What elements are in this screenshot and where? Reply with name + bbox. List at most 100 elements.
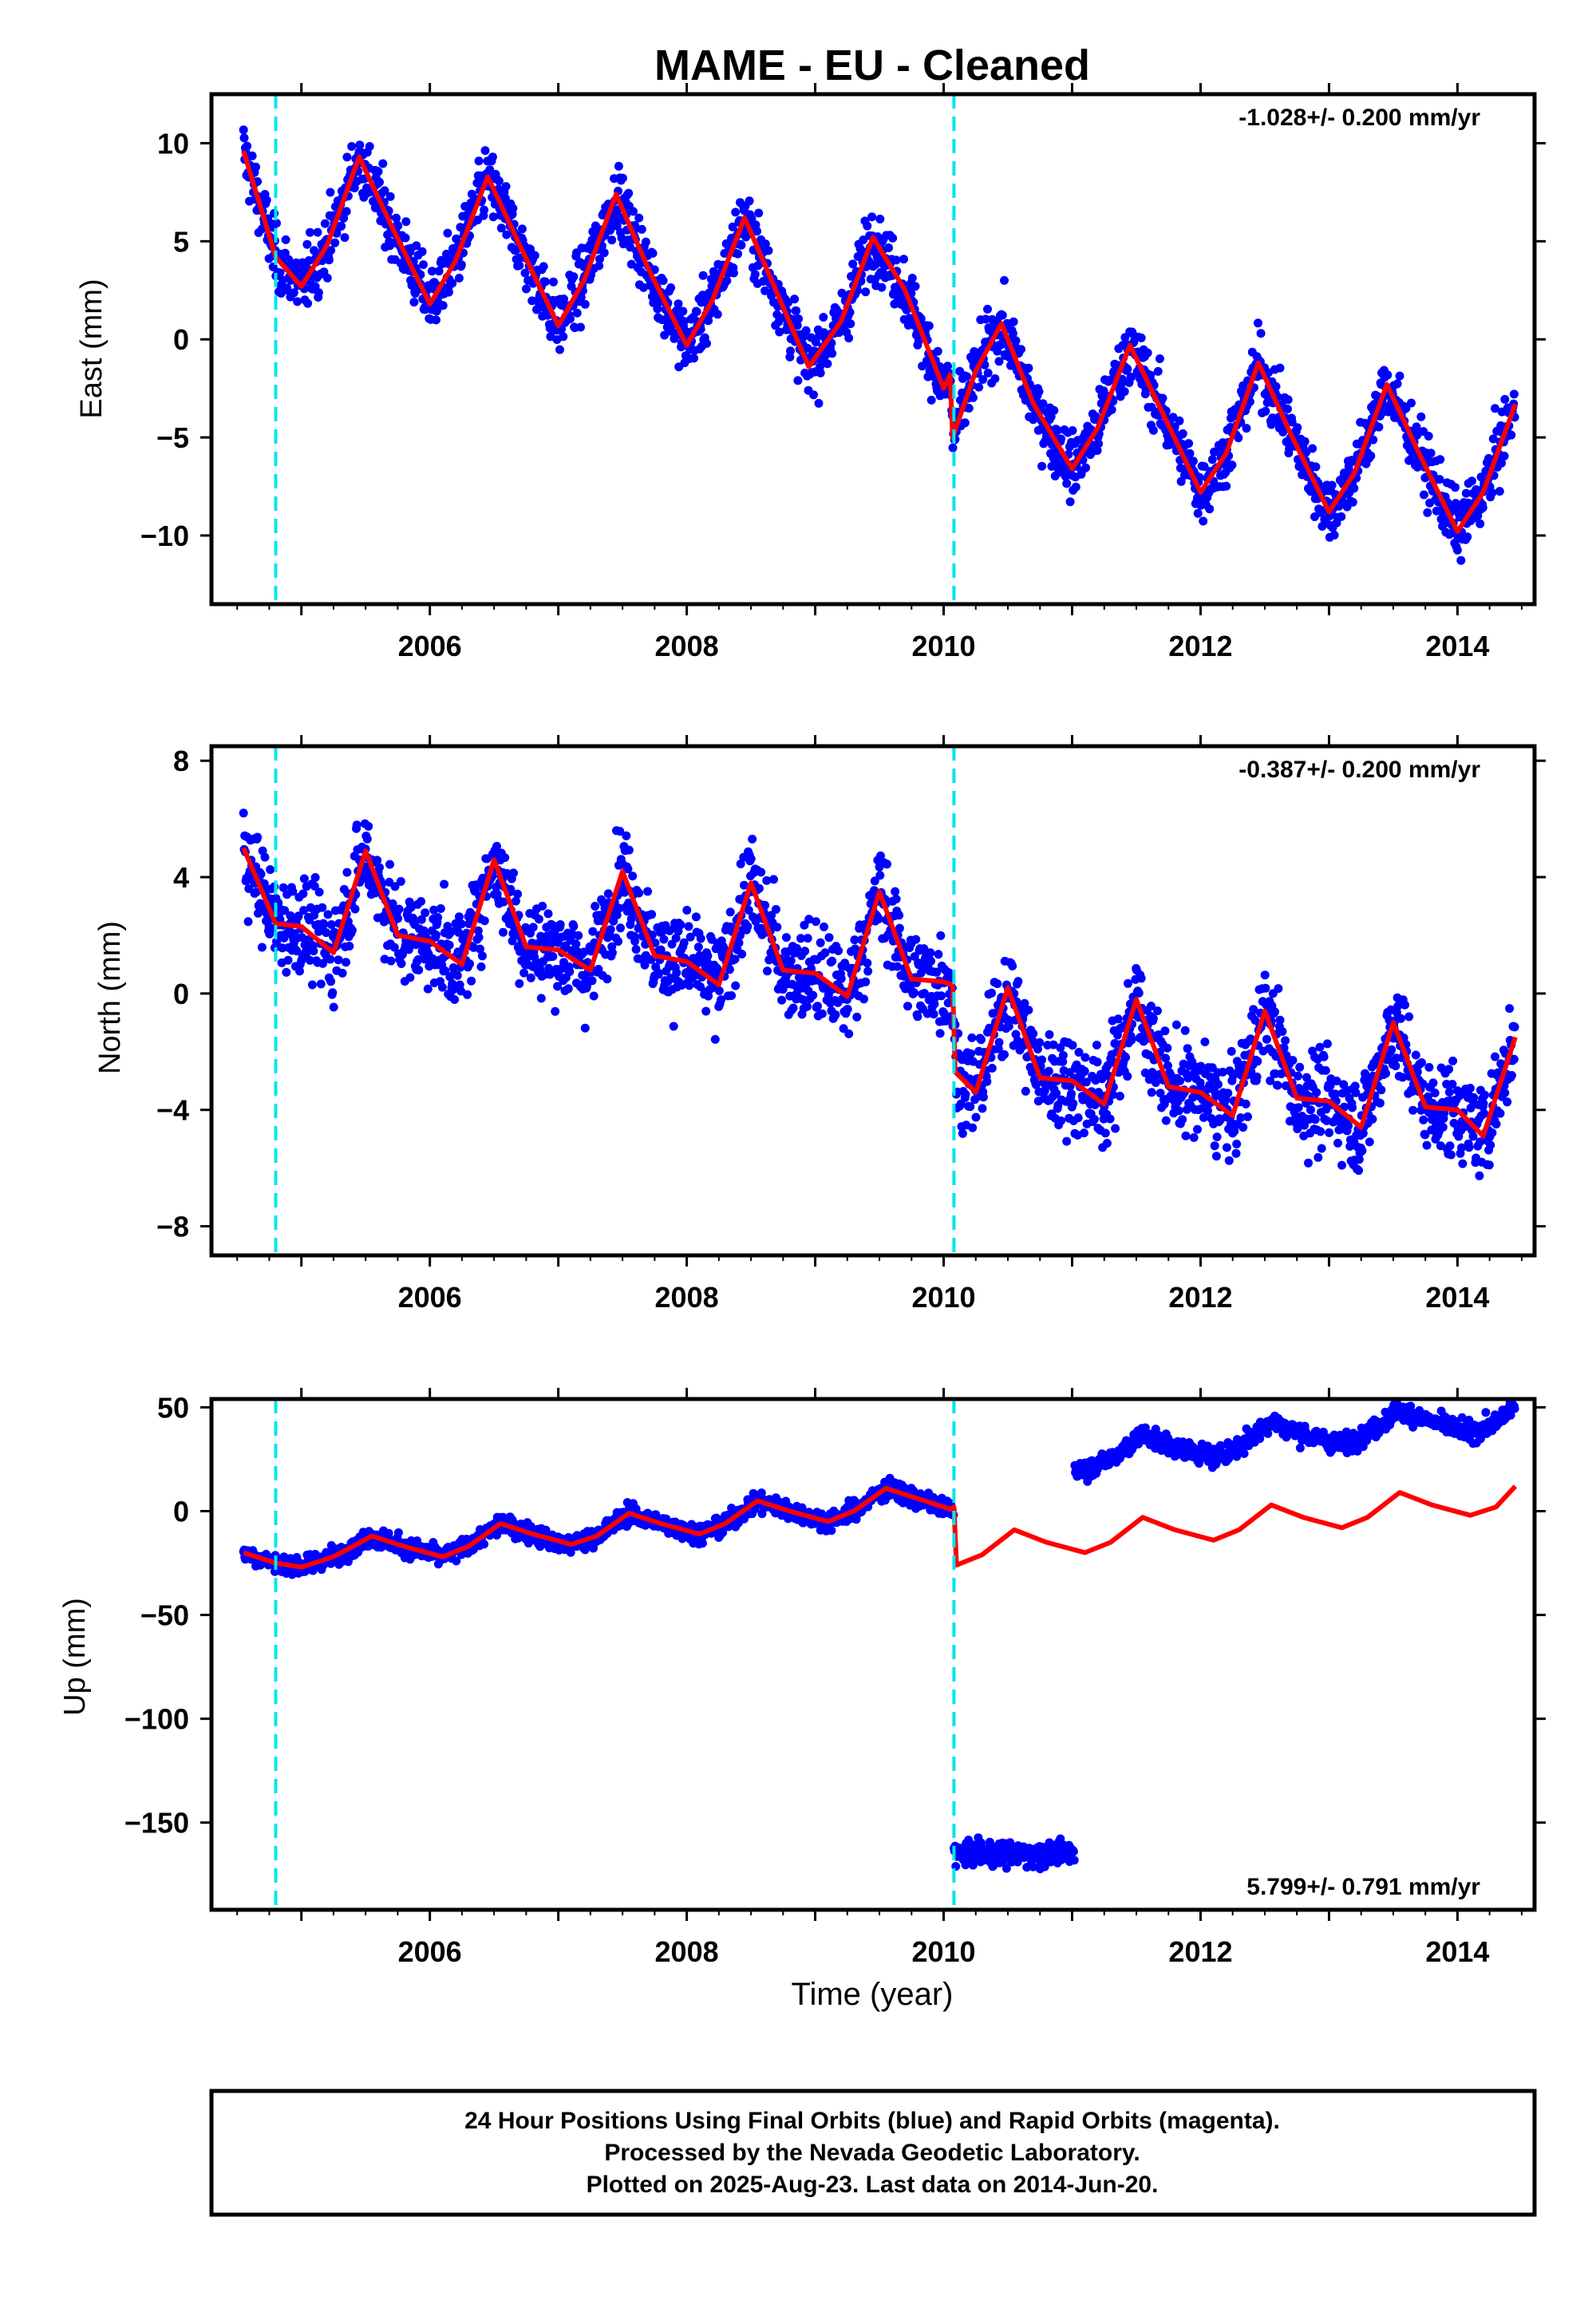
- data-point: [1121, 1053, 1131, 1062]
- data-point: [994, 357, 1004, 366]
- data-point: [823, 359, 832, 369]
- data-point: [809, 390, 818, 400]
- data-point: [580, 299, 590, 309]
- data-point: [454, 274, 464, 283]
- data-point: [998, 310, 1007, 320]
- data-point: [1232, 1140, 1242, 1148]
- data-point: [1062, 479, 1072, 488]
- panel-north-model-line: [241, 847, 1518, 1139]
- data-point: [1184, 439, 1194, 449]
- data-point: [926, 956, 935, 966]
- data-point: [628, 871, 638, 881]
- data-point: [1304, 1158, 1313, 1168]
- data-point: [669, 1022, 678, 1031]
- data-point: [1509, 389, 1519, 399]
- data-point: [452, 1556, 461, 1566]
- data-point: [1000, 275, 1009, 285]
- data-point: [1000, 1049, 1009, 1059]
- data-point: [775, 327, 784, 337]
- data-point: [1446, 1150, 1456, 1160]
- data-point: [698, 271, 708, 280]
- data-point: [1400, 1000, 1409, 1010]
- data-point: [1369, 435, 1378, 445]
- data-point: [1158, 393, 1167, 403]
- data-point: [508, 204, 518, 213]
- panel-north: -0.387+/- 0.200 mm/yr North (mm) 2006 200…: [93, 735, 1546, 1314]
- data-point: [1256, 329, 1266, 338]
- data-point: [1212, 1132, 1222, 1142]
- panel-north-frame: [209, 744, 1537, 1258]
- data-point: [1395, 371, 1404, 381]
- data-point: [243, 141, 252, 151]
- data-point: [634, 213, 644, 223]
- data-point: [576, 322, 585, 332]
- data-point: [811, 917, 820, 927]
- data-point: [891, 887, 900, 896]
- data-point: [432, 315, 440, 325]
- data-point: [1419, 1115, 1428, 1124]
- data-point: [501, 182, 511, 192]
- data-point: [477, 951, 487, 961]
- data-point: [943, 998, 953, 1008]
- data-point: [388, 899, 397, 908]
- data-point: [330, 238, 340, 247]
- data-point: [1011, 336, 1021, 346]
- data-point: [757, 868, 766, 877]
- data-point: [911, 935, 921, 944]
- data-point: [1037, 1055, 1047, 1065]
- data-point: [736, 860, 745, 868]
- data-point: [884, 243, 894, 252]
- data-point: [1278, 1027, 1287, 1036]
- data-point: [1073, 1113, 1083, 1123]
- data-point: [967, 1033, 977, 1042]
- data-point: [414, 966, 424, 974]
- y-tick-label: 4: [173, 861, 189, 894]
- data-point: [452, 970, 462, 980]
- data-point: [436, 904, 445, 913]
- data-point: [1163, 1043, 1172, 1053]
- data-point: [1037, 461, 1047, 471]
- data-point: [476, 944, 484, 954]
- data-point: [671, 934, 681, 943]
- y-tick-label: −5: [156, 421, 189, 454]
- data-point: [1422, 1140, 1432, 1150]
- data-point: [674, 299, 683, 309]
- data-point: [1354, 1166, 1364, 1176]
- data-point: [1053, 425, 1062, 435]
- data-point: [1020, 998, 1029, 1008]
- data-point: [1052, 1089, 1061, 1098]
- data-point: [639, 283, 648, 292]
- data-point: [876, 851, 885, 860]
- data-point: [1438, 1122, 1448, 1132]
- data-point: [375, 177, 384, 187]
- data-point: [1068, 1041, 1077, 1050]
- data-point: [326, 977, 336, 986]
- data-point: [813, 1002, 822, 1011]
- data-point: [1430, 1089, 1440, 1097]
- data-point: [253, 832, 263, 842]
- data-point: [861, 977, 871, 986]
- data-point: [907, 274, 917, 283]
- data-point: [1295, 1062, 1305, 1072]
- y-tick-label: 0: [173, 978, 189, 1010]
- data-point: [1081, 1077, 1091, 1087]
- data-point: [320, 219, 330, 228]
- data-point: [302, 239, 312, 249]
- data-point: [1242, 424, 1251, 433]
- data-point: [622, 831, 631, 840]
- data-point: [910, 952, 919, 961]
- data-point: [316, 979, 326, 989]
- data-point: [314, 887, 324, 897]
- data-point: [401, 217, 411, 227]
- data-point: [1274, 984, 1283, 994]
- data-point: [385, 860, 394, 869]
- data-point: [1111, 1124, 1120, 1133]
- data-point: [417, 897, 426, 906]
- data-point: [691, 912, 701, 922]
- panel-east-model-line: [241, 150, 1518, 535]
- data-point: [1497, 458, 1506, 468]
- data-point: [729, 268, 738, 278]
- data-point: [480, 916, 489, 926]
- data-point: [478, 873, 488, 883]
- data-point: [1275, 1015, 1285, 1025]
